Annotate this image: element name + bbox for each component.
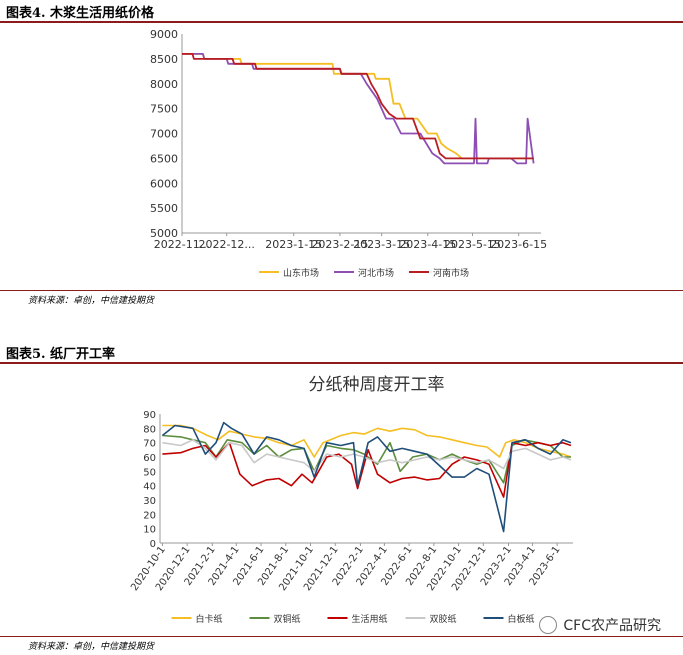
figure5-title: 图表5. 纸厂开工率	[6, 343, 115, 362]
wechat-icon	[539, 616, 558, 634]
utilization-chart: 分纸种周度开工率01020304050607080902020-10-12020…	[129, 375, 573, 625]
figure4-label: 图表4.	[6, 6, 46, 21]
x-tick-label: 2023-1-15	[265, 238, 322, 251]
y-tick-label: 80	[143, 424, 156, 435]
x-tick-label: 2023-3-15	[353, 238, 410, 251]
y-tick-label: 90	[143, 410, 156, 421]
series-line	[182, 52, 534, 160]
x-tick-label: 2022-12...	[198, 238, 254, 251]
legend-label: 白板纸	[508, 613, 535, 625]
legend-label: 河南市场	[433, 267, 469, 279]
figure4-title: 图表4. 木浆生活用纸价格	[6, 2, 154, 21]
y-tick-label: 10	[143, 525, 156, 536]
x-tick-label: 2022-11...	[154, 238, 210, 251]
legend-label: 山东市场	[283, 267, 319, 279]
legend-label: 双铜纸	[274, 613, 301, 625]
series-line	[161, 421, 572, 533]
figure5-label: 图表5.	[6, 347, 46, 362]
y-tick-label: 70	[143, 439, 156, 450]
series-line	[162, 439, 572, 473]
y-tick-label: 30	[143, 496, 156, 507]
x-tick-label: 2023-5-15	[444, 238, 501, 251]
watermark-text: CFC农产品研究	[563, 618, 661, 634]
y-tick-label: 6500	[150, 152, 178, 165]
y-tick-label: 40	[143, 482, 156, 493]
x-tick-label: 2023-4-15	[399, 238, 456, 251]
legend-label: 河北市场	[358, 267, 394, 279]
y-tick-label: 6000	[150, 177, 178, 190]
figure4-source: 资料来源：卓创，中信建投期货	[28, 296, 155, 306]
figure4-bottom-rule	[0, 290, 683, 291]
y-tick-label: 20	[143, 510, 156, 521]
series-line	[162, 424, 572, 458]
x-tick-label: 2023-6-15	[490, 238, 547, 251]
legend-label: 白卡纸	[196, 613, 223, 625]
legend-label: 双胶纸	[430, 613, 457, 625]
series-line	[162, 441, 572, 498]
y-tick-label: 5000	[150, 227, 178, 240]
figure5-source: 资料来源：卓创，中信建投期货	[28, 642, 155, 652]
y-tick-label: 8000	[150, 78, 178, 91]
y-tick-label: 0	[150, 539, 156, 550]
y-tick-label: 7500	[150, 103, 178, 116]
series-line	[182, 52, 534, 160]
figure4-title-text: 木浆生活用纸价格	[50, 6, 155, 21]
series-line	[182, 52, 535, 165]
y-tick-label: 5500	[150, 202, 178, 215]
chart-title: 分纸种周度开工率	[309, 375, 445, 395]
y-tick-label: 9000	[150, 28, 178, 41]
watermark: CFC农产品研究	[539, 615, 661, 635]
y-tick-label: 7000	[150, 128, 178, 141]
figure5-title-text: 纸厂开工率	[50, 347, 116, 362]
price-chart: 5000 5500 6000 6500 7000 7500 8000 8500 9000 2022…	[150, 28, 547, 279]
y-tick-label: 60	[143, 453, 156, 464]
y-tick-label: 8500	[150, 53, 178, 66]
figure4-top-rule	[0, 21, 683, 23]
figure5-bottom-rule	[0, 636, 683, 637]
figure5-top-rule	[0, 362, 683, 364]
x-tick-label: 2023-2-15	[311, 238, 368, 251]
legend-label: 生活用纸	[352, 613, 388, 625]
y-tick-label: 50	[143, 467, 156, 478]
